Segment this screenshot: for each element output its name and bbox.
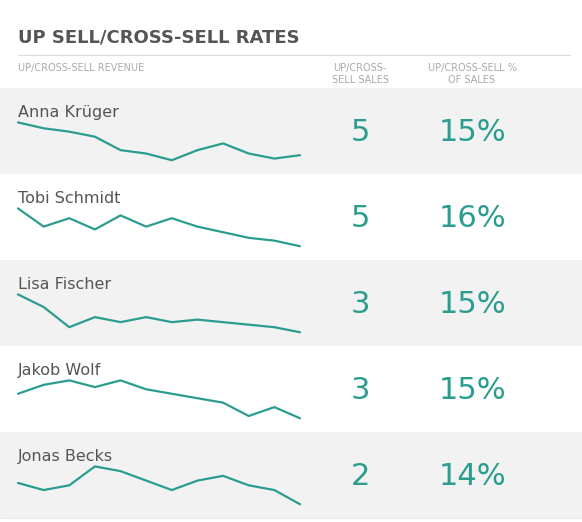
Text: UP/CROSS-SELL %
OF SALES: UP/CROSS-SELL % OF SALES [428, 63, 516, 85]
Text: 16%: 16% [438, 204, 506, 233]
Text: UP SELL/CROSS-SELL RATES: UP SELL/CROSS-SELL RATES [18, 29, 300, 47]
Text: 14%: 14% [438, 462, 506, 491]
Text: UP/CROSS-SELL REVENUE: UP/CROSS-SELL REVENUE [18, 63, 144, 73]
Bar [0, 88, 582, 174]
Text: 15%: 15% [438, 376, 506, 405]
Text: 3: 3 [350, 290, 370, 319]
Bar [0, 260, 582, 346]
Bar [0, 346, 582, 432]
Text: 15%: 15% [438, 118, 506, 147]
Text: 15%: 15% [438, 290, 506, 319]
Text: 5: 5 [350, 118, 370, 147]
Text: 5: 5 [350, 204, 370, 233]
Text: Tobi Schmidt: Tobi Schmidt [18, 191, 120, 206]
Bar [0, 174, 582, 260]
Text: UP/CROSS-
SELL SALES: UP/CROSS- SELL SALES [332, 63, 389, 85]
Text: Anna Krüger: Anna Krüger [18, 105, 119, 120]
Bar [0, 432, 582, 518]
Text: Lisa Fischer: Lisa Fischer [18, 277, 111, 292]
Text: 2: 2 [350, 462, 370, 491]
Text: Jonas Becks: Jonas Becks [18, 449, 113, 464]
Text: Jakob Wolf: Jakob Wolf [18, 363, 101, 378]
Text: 3: 3 [350, 376, 370, 405]
